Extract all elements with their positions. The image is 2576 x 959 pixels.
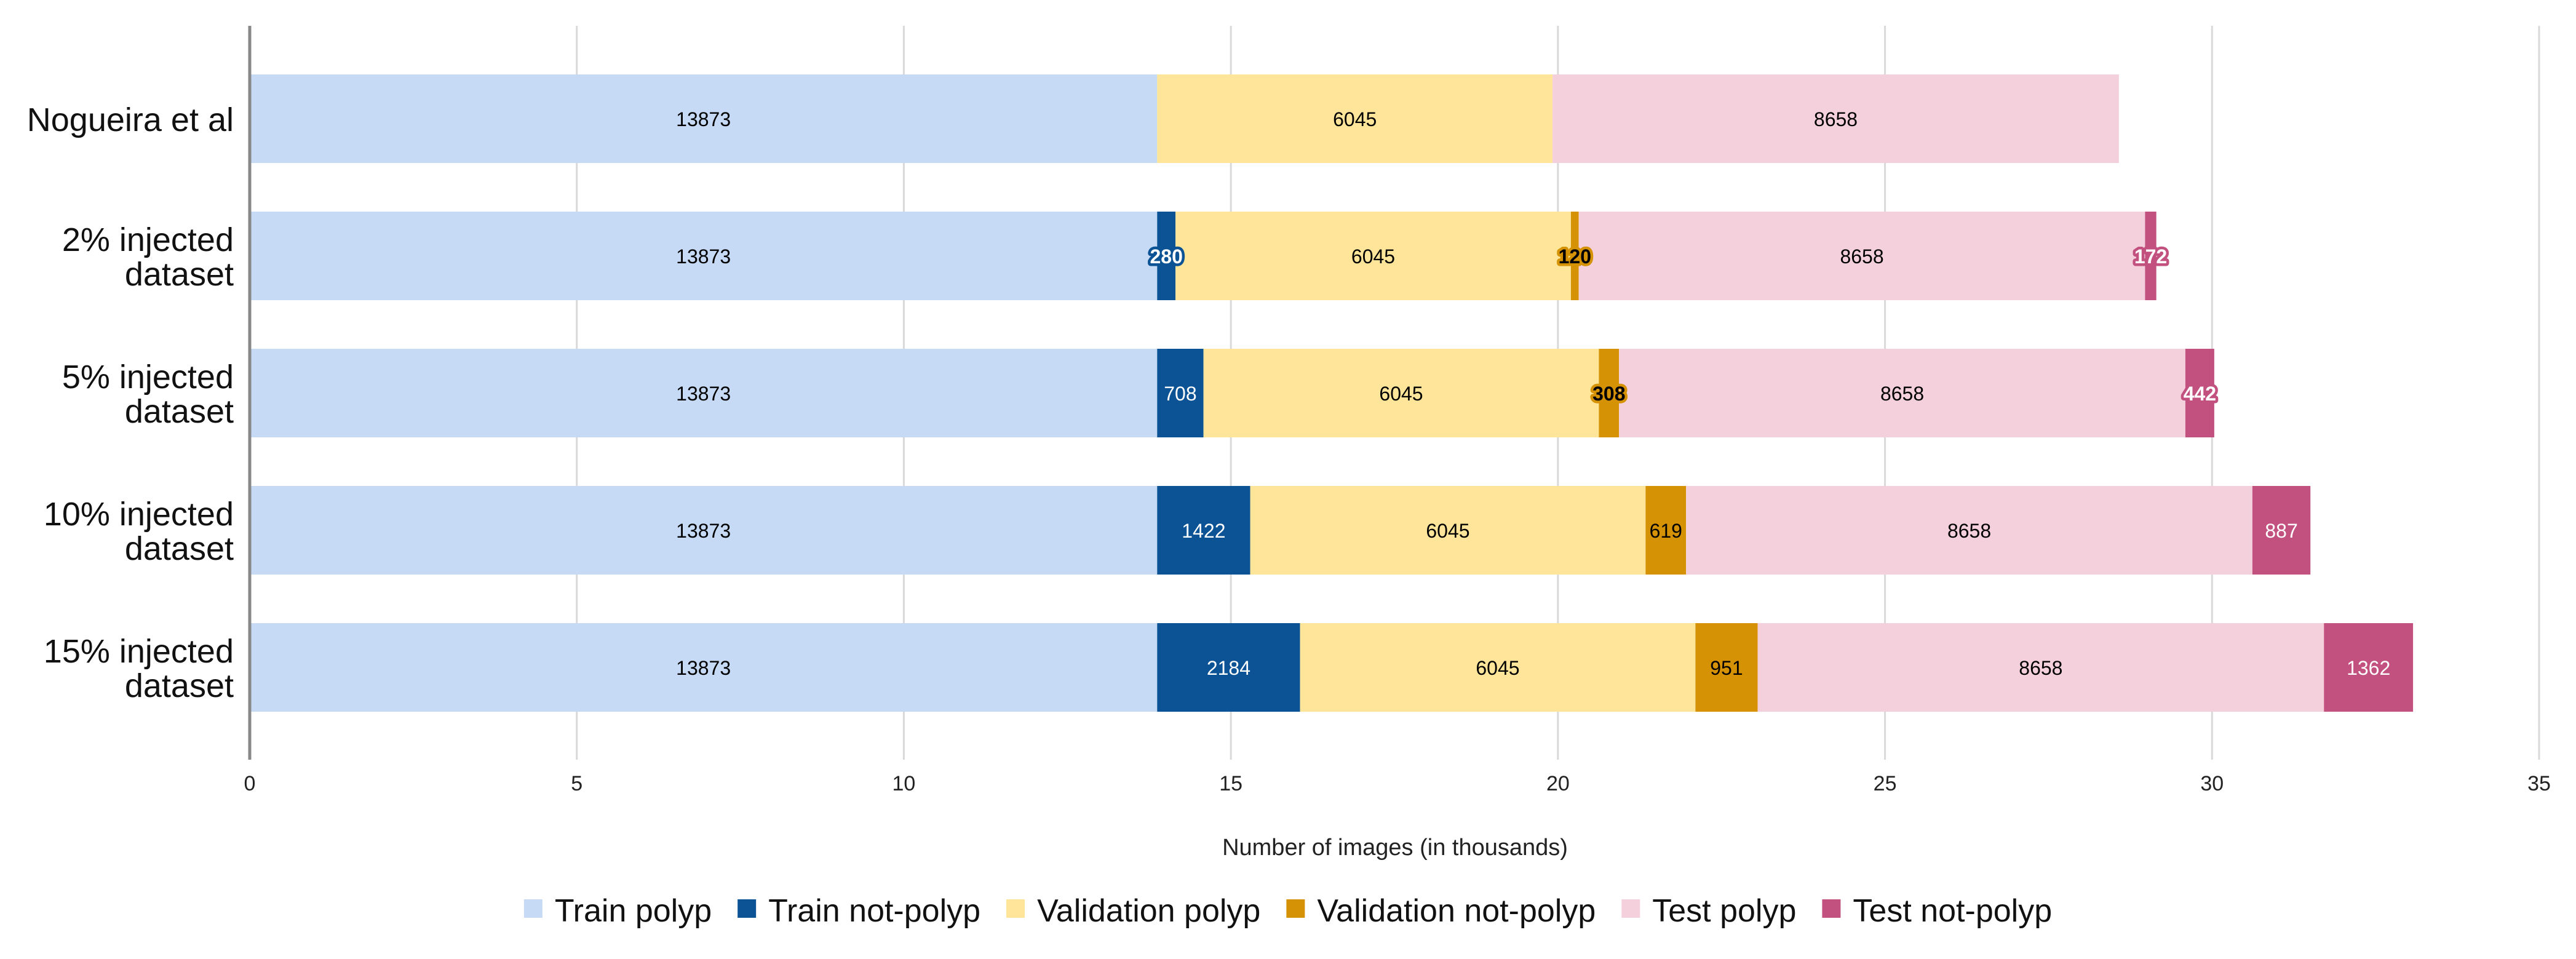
data-label: 280 [1150,245,1182,268]
legend-swatch [1822,899,1841,918]
data-label: 13873 [676,520,731,542]
legend-swatch [1286,899,1305,918]
bar-validation-polyp-5-injected-dataset [1203,349,1599,437]
bar-test-not-polyp-15-injected-dataset [2324,623,2414,712]
data-label: 8658 [1880,383,1924,405]
legend-label: Test polyp [1652,893,1796,929]
bar-validation-polyp-15-injected-dataset [1300,623,1696,712]
x-tick-label: 25 [1874,772,1897,795]
legend-swatch [1621,899,1640,918]
legend-item-train-not-polyp: Train not-polyp [737,893,980,929]
data-label: 1422 [1182,520,1225,542]
legend-item-train-polyp: Train polyp [523,893,712,929]
bar-validation-not-polyp-5-injected-dataset [1599,349,1620,437]
legend-label: Train not-polyp [768,893,980,929]
bar-train-not-polyp-15-injected-dataset [1157,623,1300,712]
x-tick-labels: 0 5 10 15 20 25 30 35 [244,772,2551,795]
bar-train-polyp-15-injected-dataset [250,623,1158,712]
legend-item-validation-polyp: Validation polyp [1006,893,1260,929]
legend-swatch [737,899,757,918]
data-label: 6045 [1333,108,1377,130]
data-label: 13873 [676,383,731,405]
bar-validation-not-polyp-10-injected-dataset [1645,486,1687,575]
x-tick-label: 20 [1546,772,1570,795]
category-label: 2% injected dataset [62,221,234,293]
data-label: 6045 [1476,657,1519,679]
bar-test-not-polyp-10-injected-dataset [2252,486,2311,575]
data-label: 951 [1710,657,1743,679]
legend-label: Test not-polyp [1853,893,2052,929]
legend-label: Train polyp [555,893,712,929]
x-tick-label: 5 [571,772,582,795]
legend-item-test-not-polyp: Test not-polyp [1822,893,2052,929]
data-label: 13873 [676,108,731,130]
bars [250,74,2414,712]
bar-test-polyp-5-injected-dataset [1619,349,2185,437]
data-label: 13873 [676,245,731,268]
bar-validation-not-polyp-15-injected-dataset [1695,623,1758,712]
category-label: 10% injected dataset [44,496,234,567]
data-label: 13873 [676,657,731,679]
data-label: 442 [2184,383,2216,405]
data-labels: 13873 6045 8658 13873 280 6045 120 8658 172 13873… [676,108,2390,679]
category-label: 5% injected dataset [62,359,234,430]
data-label: 6045 [1379,383,1423,405]
data-label: 6045 [1426,520,1469,542]
category-label: 15% injected dataset [44,633,234,704]
data-label: 708 [1164,383,1196,405]
bar-train-polyp-5-injected-dataset [250,349,1158,437]
bar-train-not-polyp-5-injected-dataset [1157,349,1204,437]
bar-test-polyp-10-injected-dataset [1686,486,2252,575]
bar-test-polyp-nogueira-et-al [1552,74,2119,163]
bar-train-polyp-10-injected-dataset [250,486,1158,575]
x-tick-label: 10 [892,772,916,795]
bar-validation-not-polyp-2-injected-dataset [1570,212,1579,300]
data-label: 8658 [1947,520,1991,542]
bar-validation-polyp-10-injected-dataset [1250,486,1646,575]
data-label: 619 [1650,520,1682,542]
category-labels: Nogueira et al 2% injected dataset 5% injec… [27,101,234,704]
x-tick-label: 0 [244,772,256,795]
legend-item-test-polyp: Test polyp [1621,893,1796,929]
bar-test-polyp-15-injected-dataset [1757,623,2324,712]
data-label: 1362 [2347,657,2390,679]
legend-label: Validation not-polyp [1317,893,1596,929]
bar-validation-polyp-nogueira-et-al [1157,74,1553,163]
data-label: 8658 [1814,108,1858,130]
x-tick-label: 35 [2527,772,2551,795]
legend: Train polyp Train not-polyp Validation pol… [523,893,2052,929]
data-label: 172 [2134,245,2167,268]
bar-test-not-polyp-2-injected-dataset [2145,212,2157,300]
bar-train-not-polyp-10-injected-dataset [1157,486,1250,575]
bar-train-polyp-nogueira-et-al [250,74,1158,163]
x-tick-label: 30 [2200,772,2224,795]
bar-validation-polyp-2-injected-dataset [1175,212,1571,300]
bar-test-not-polyp-5-injected-dataset [2185,349,2214,437]
data-label: 6045 [1351,245,1395,268]
bar-train-not-polyp-2-injected-dataset [1157,212,1176,300]
bar-train-polyp-2-injected-dataset [250,212,1158,300]
legend-swatch [523,899,543,918]
legend-label: Validation polyp [1037,893,1260,929]
legend-swatch [1006,899,1025,918]
legend-item-validation-not-polyp: Validation not-polyp [1286,893,1596,929]
x-axis-title: Number of images (in thousands) [1222,835,1568,861]
data-label: 308 [1592,383,1625,405]
category-label: Nogueira et al [27,101,234,138]
x-tick-label: 15 [1219,772,1242,795]
data-label: 8658 [1840,245,1883,268]
data-label: 8658 [2019,657,2062,679]
data-label: 120 [1559,245,1591,268]
data-label: 2184 [1207,657,1250,679]
bar-test-polyp-2-injected-dataset [1578,212,2145,300]
data-label: 887 [2265,520,2297,542]
